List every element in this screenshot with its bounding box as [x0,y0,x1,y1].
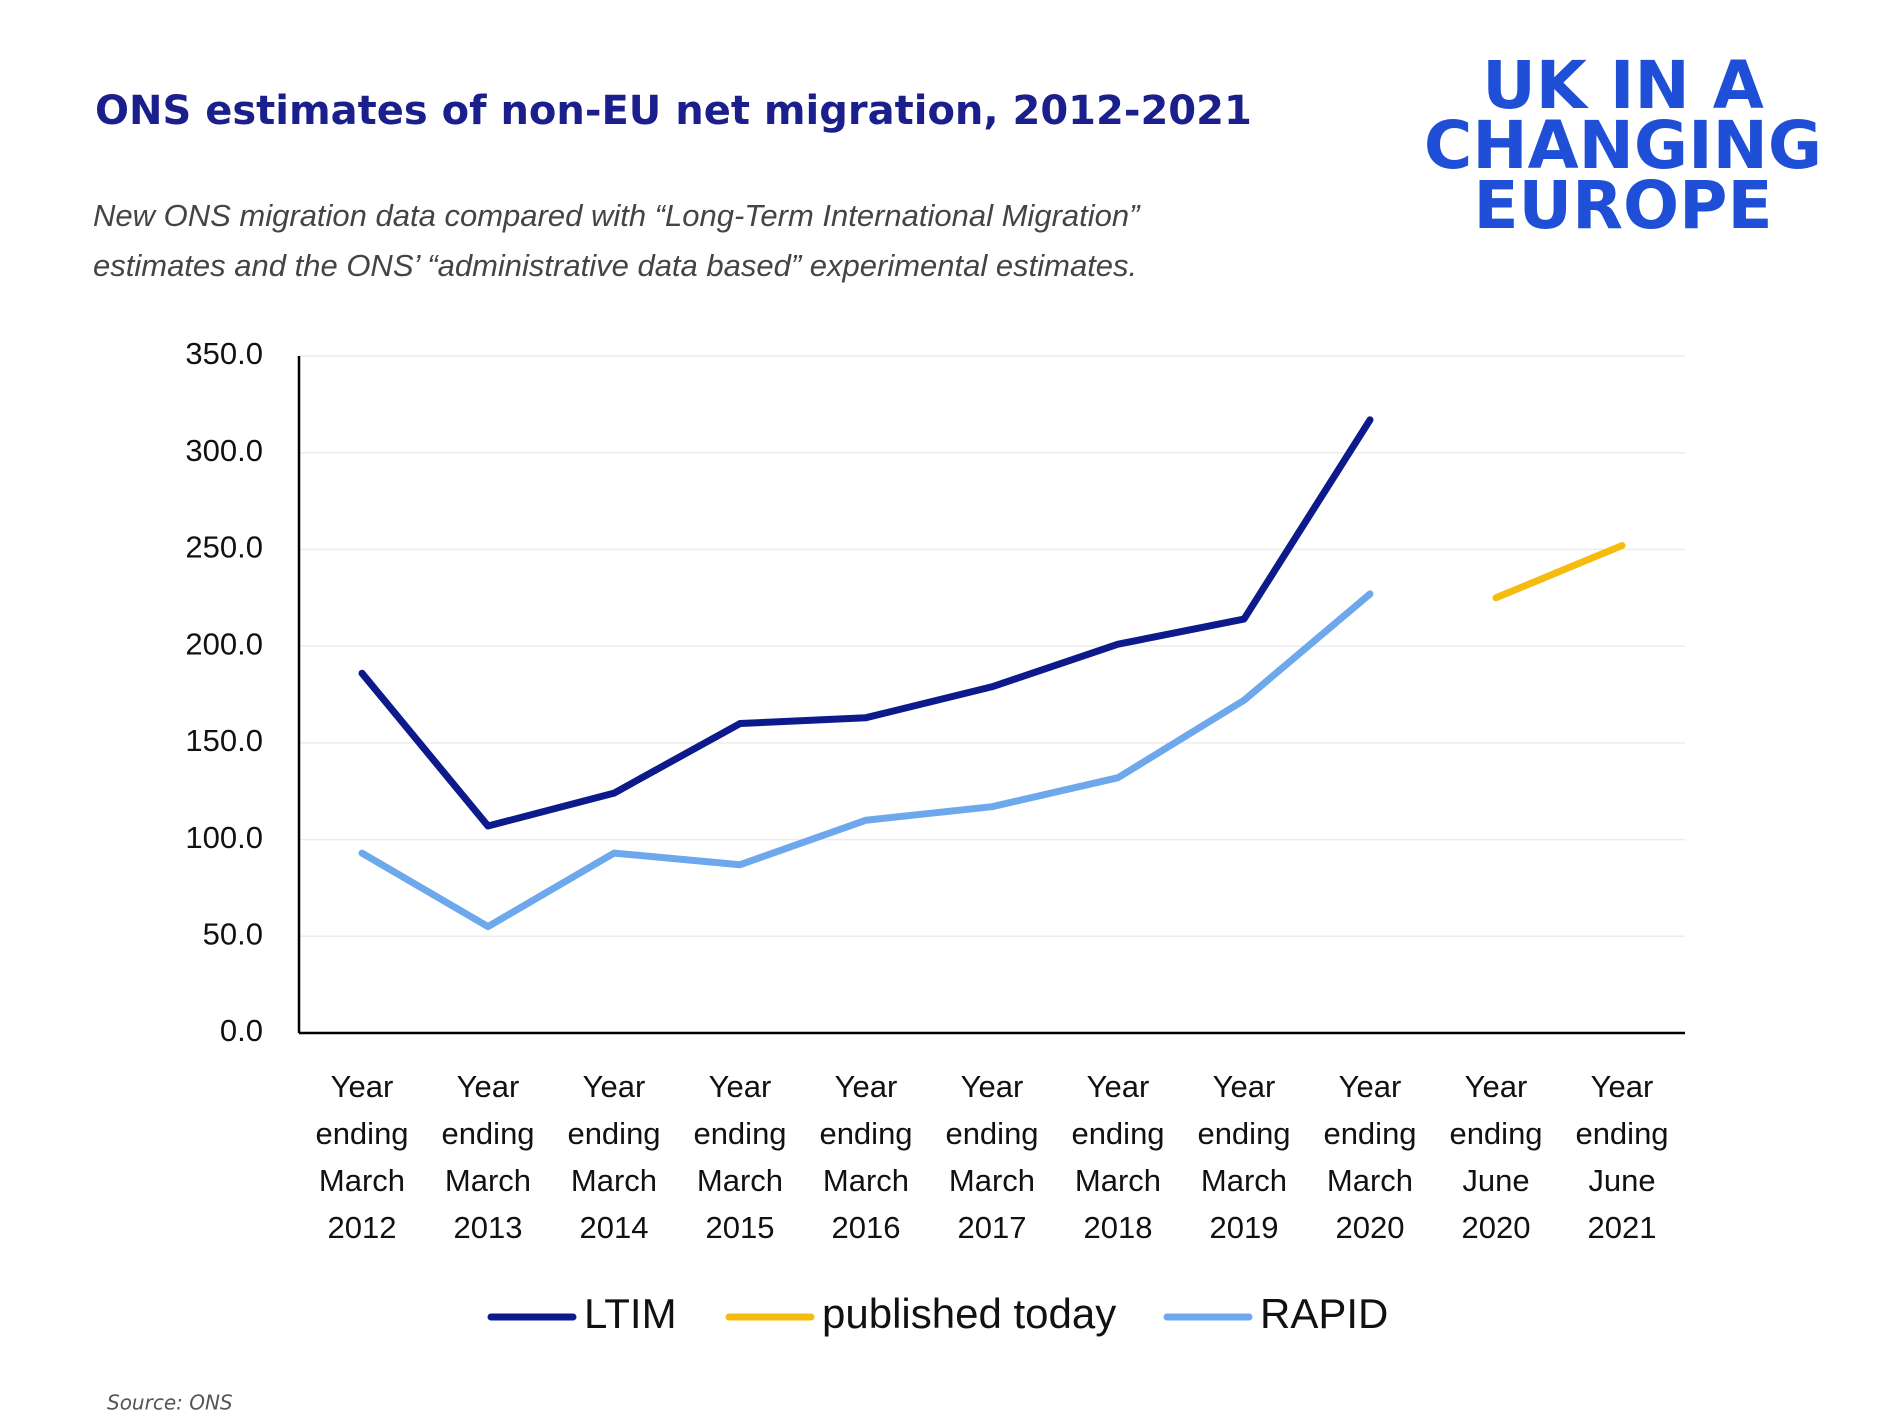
logo: CHANGING [1424,107,1822,184]
x-tick-label: Year ending June 2020 [1449,1069,1543,1245]
subtitle: estimates and the ONS’ “administrative d… [93,248,1137,283]
y-tick-label: 250.0 [185,530,263,565]
x-tick-label: Year ending March 2018 [1071,1069,1165,1245]
y-tick-label: 0.0 [220,1013,263,1048]
logo: EUROPE [1473,167,1772,244]
x-tick-label: Year ending March 2017 [945,1069,1039,1245]
source: Source: ONS [107,1391,233,1415]
legend-label: LTIM [584,1290,677,1337]
x-tick-label: Year ending March 2013 [441,1069,535,1245]
x-tick-label: Year ending March 2020 [1323,1069,1417,1245]
y-tick-label: 50.0 [203,916,263,951]
series-line [358,416,1374,830]
series-line [1492,542,1626,602]
logo: UK IN A [1482,47,1764,124]
y-tick-label: 350.0 [185,336,263,371]
legend-label: RAPID [1260,1290,1388,1337]
y-tick-label: 200.0 [185,626,263,661]
chart-title: ONS estimates of non-EU net migration, 2… [95,88,1252,134]
series-line [358,590,1374,931]
x-tick-label: Year ending June 2021 [1575,1069,1669,1245]
y-tick-label: 150.0 [185,723,263,758]
x-tick-label: Year ending March 2012 [315,1069,409,1245]
x-tick-label: Year ending March 2015 [693,1069,787,1245]
x-tick-label: Year ending March 2016 [819,1069,913,1245]
x-tick-label: Year ending March 2014 [567,1069,661,1245]
legend-label: published today [822,1290,1116,1337]
y-tick-label: 300.0 [185,433,263,468]
x-tick-label: Year ending March 2019 [1197,1069,1291,1245]
subtitle: New ONS migration data compared with “Lo… [93,198,1141,233]
y-tick-label: 100.0 [185,820,263,855]
